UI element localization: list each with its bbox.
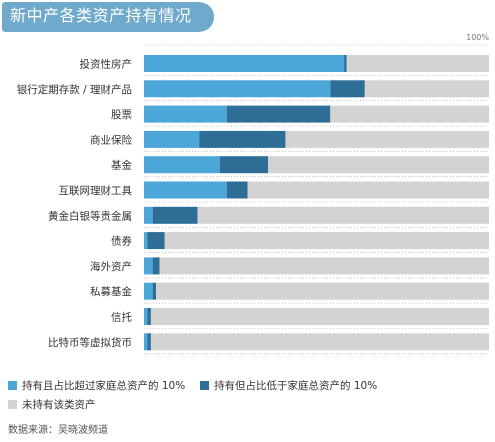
bar-segment-not-held: [150, 308, 489, 325]
bar-segment-not-held: [247, 181, 489, 199]
legend-label-under-10: 持有但占比低于家庭总资产的 10%: [214, 380, 378, 392]
bar-segment-not-held: [364, 80, 489, 98]
bar-segment-not-held: [159, 257, 489, 275]
category-label: 信托: [111, 311, 132, 324]
bar-segment-not-held: [164, 232, 489, 250]
bar-segment-over-10: [144, 105, 227, 123]
bar-segment-over-10: [144, 257, 153, 275]
bar-segment-over-10: [144, 55, 345, 72]
category-label: 商业保险: [90, 133, 132, 146]
bar-segment-not-held: [346, 55, 489, 72]
bar-segment-under-10: [152, 257, 160, 275]
legend-label-not-held: 未持有该类资产: [22, 399, 96, 411]
legend-item-over-10: 持有且占比超过家庭总资产的 10%: [8, 378, 185, 393]
bar-segment-under-10: [147, 308, 151, 325]
bar-segment-under-10: [152, 282, 157, 300]
legend-item-under-10: 持有但占比低于家庭总资产的 10%: [200, 378, 377, 393]
chart-title: 新中产各类资产持有情况: [10, 6, 192, 25]
legend-swatch-gray: [8, 400, 17, 409]
category-label: 债券: [111, 235, 132, 248]
bar-segment-under-10: [219, 156, 269, 174]
category-label: 互联网理财工具: [59, 184, 133, 197]
bar-segment-over-10: [144, 80, 331, 98]
bar-segment-under-10: [147, 232, 165, 250]
bar-segment-not-held: [268, 156, 489, 174]
legend-item-not-held: 未持有该类资产: [8, 397, 96, 412]
bar-segment-not-held: [150, 333, 489, 351]
category-label: 比特币等虚拟货币: [48, 336, 132, 349]
bar-segment-over-10: [144, 130, 200, 148]
bar-segment-under-10: [199, 130, 286, 148]
category-label: 黄金白银等贵金属: [48, 209, 132, 222]
bar-segment-under-10: [226, 181, 248, 199]
legend-label-over-10: 持有且占比超过家庭总资产的 10%: [22, 380, 186, 392]
bar-segment-over-10: [144, 232, 148, 250]
category-label: 投资性房产: [80, 58, 133, 71]
bar-segment-under-10: [147, 333, 151, 351]
bar-segment-not-held: [285, 130, 489, 148]
legend-swatch-dark: [200, 381, 209, 390]
category-label: 海外资产: [90, 260, 132, 273]
bar-segment-not-held: [156, 282, 489, 300]
bar-segment-over-10: [144, 156, 220, 174]
category-label: 私募基金: [90, 285, 132, 298]
category-label: 银行定期存款 / 理财产品: [17, 83, 132, 96]
category-label: 基金: [111, 159, 132, 172]
title-banner-shape: [2, 2, 214, 32]
category-label: 股票: [111, 109, 132, 121]
data-source: 数据来源：吴晓波频道: [8, 425, 108, 436]
bar-segment-not-held: [197, 206, 489, 224]
bar-segment-over-10: [144, 181, 227, 199]
bar-segment-under-10: [226, 105, 331, 123]
title-banner: [2, 2, 214, 32]
bar-segment-under-10: [344, 55, 347, 72]
bar-segment-under-10: [152, 206, 198, 224]
bar-segment-over-10: [144, 308, 148, 325]
legend-swatch-light: [8, 381, 17, 390]
bar-segment-not-held: [330, 105, 489, 123]
bar-segment-over-10: [144, 206, 153, 224]
x-tick-label-100: 100%: [466, 33, 489, 42]
bar-segment-over-10: [144, 282, 153, 300]
bar-segment-under-10: [330, 80, 365, 98]
bar-segment-over-10: [144, 333, 148, 351]
